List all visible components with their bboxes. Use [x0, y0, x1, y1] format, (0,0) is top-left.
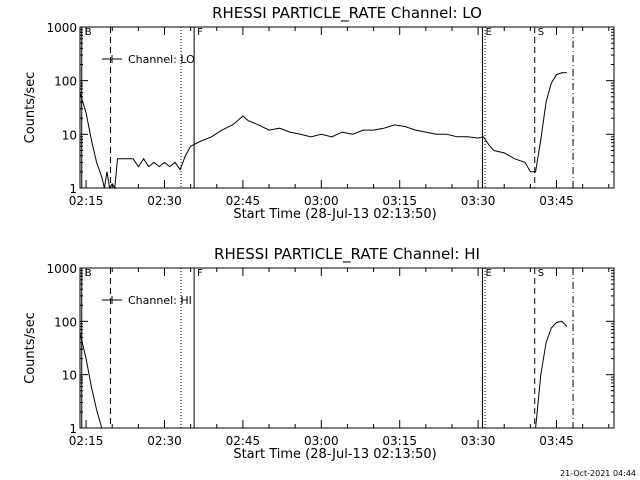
panel2-y-axis-label: Counts/sec — [23, 312, 38, 384]
panel1-x-tick-label: 02:30 — [147, 194, 182, 208]
panel1-event-marker-label: B — [85, 27, 92, 38]
panel1-legend-label: Channel: LO — [128, 53, 195, 66]
panel1-x-tick-label: 02:15 — [69, 194, 104, 208]
panel1-y-tick-label: 10 — [62, 128, 77, 142]
panel2-event-marker-label: B — [85, 268, 92, 279]
panel2-chart-title: RHESSI PARTICLE_RATE Channel: HI — [214, 245, 480, 264]
panel2-x-tick-label: 02:15 — [69, 434, 104, 448]
panel2-event-marker-label: F — [197, 268, 203, 279]
panel1-x-axis-label: Start Time (28-Jul-13 02:13:50) — [233, 207, 436, 222]
panel1-x-tick-label: 03:00 — [304, 194, 339, 208]
panel2-x-axis-label: Start Time (28-Jul-13 02:13:50) — [233, 447, 436, 462]
panel1-x-tick-label: 03:15 — [382, 194, 417, 208]
panel1-series-line — [79, 72, 567, 190]
panel2-event-marker-label: E — [485, 268, 491, 279]
panel2-y-tick-label: 1 — [69, 422, 77, 436]
panel2-x-tick-label: 02:30 — [147, 434, 182, 448]
panel2-x-tick-label: 02:45 — [226, 434, 261, 448]
panel2-x-tick-label: 03:45 — [539, 434, 574, 448]
panel1-x-tick-label: 03:45 — [539, 194, 574, 208]
generation-timestamp: 21-Oct-2021 04:44 — [560, 469, 636, 478]
panel1-plot-frame — [79, 26, 615, 189]
panel2-x-tick-label: 03:00 — [304, 434, 339, 448]
panel1-x-tick-label: 02:45 — [226, 194, 261, 208]
panel1-event-marker-label: F — [197, 27, 203, 38]
panel1-y-tick-label: 1 — [69, 182, 77, 196]
panel1-y-axis-label: Counts/sec — [23, 72, 38, 144]
panel2-y-tick-label: 10 — [62, 369, 77, 383]
panel2-x-tick-label: 03:30 — [461, 434, 496, 448]
panel2-plot-frame — [79, 267, 615, 429]
panel1-y-tick-label: 100 — [54, 75, 77, 89]
panel2-legend-label: Channel: HI — [128, 294, 192, 307]
panel2-series-line — [79, 320, 568, 429]
panel1-event-marker-label: S — [538, 27, 544, 38]
panel2-event-marker-label: S — [538, 268, 544, 279]
panel1-x-tick-label: 03:30 — [461, 194, 496, 208]
panel1-y-tick-label: 1000 — [46, 21, 77, 35]
panel2-x-tick-label: 03:15 — [382, 434, 417, 448]
panel2-y-tick-label: 100 — [54, 315, 77, 329]
panel1-chart-title: RHESSI PARTICLE_RATE Channel: LO — [212, 4, 482, 23]
panel2-y-tick-label: 1000 — [46, 262, 77, 276]
panel1-event-marker-label: E — [485, 27, 491, 38]
